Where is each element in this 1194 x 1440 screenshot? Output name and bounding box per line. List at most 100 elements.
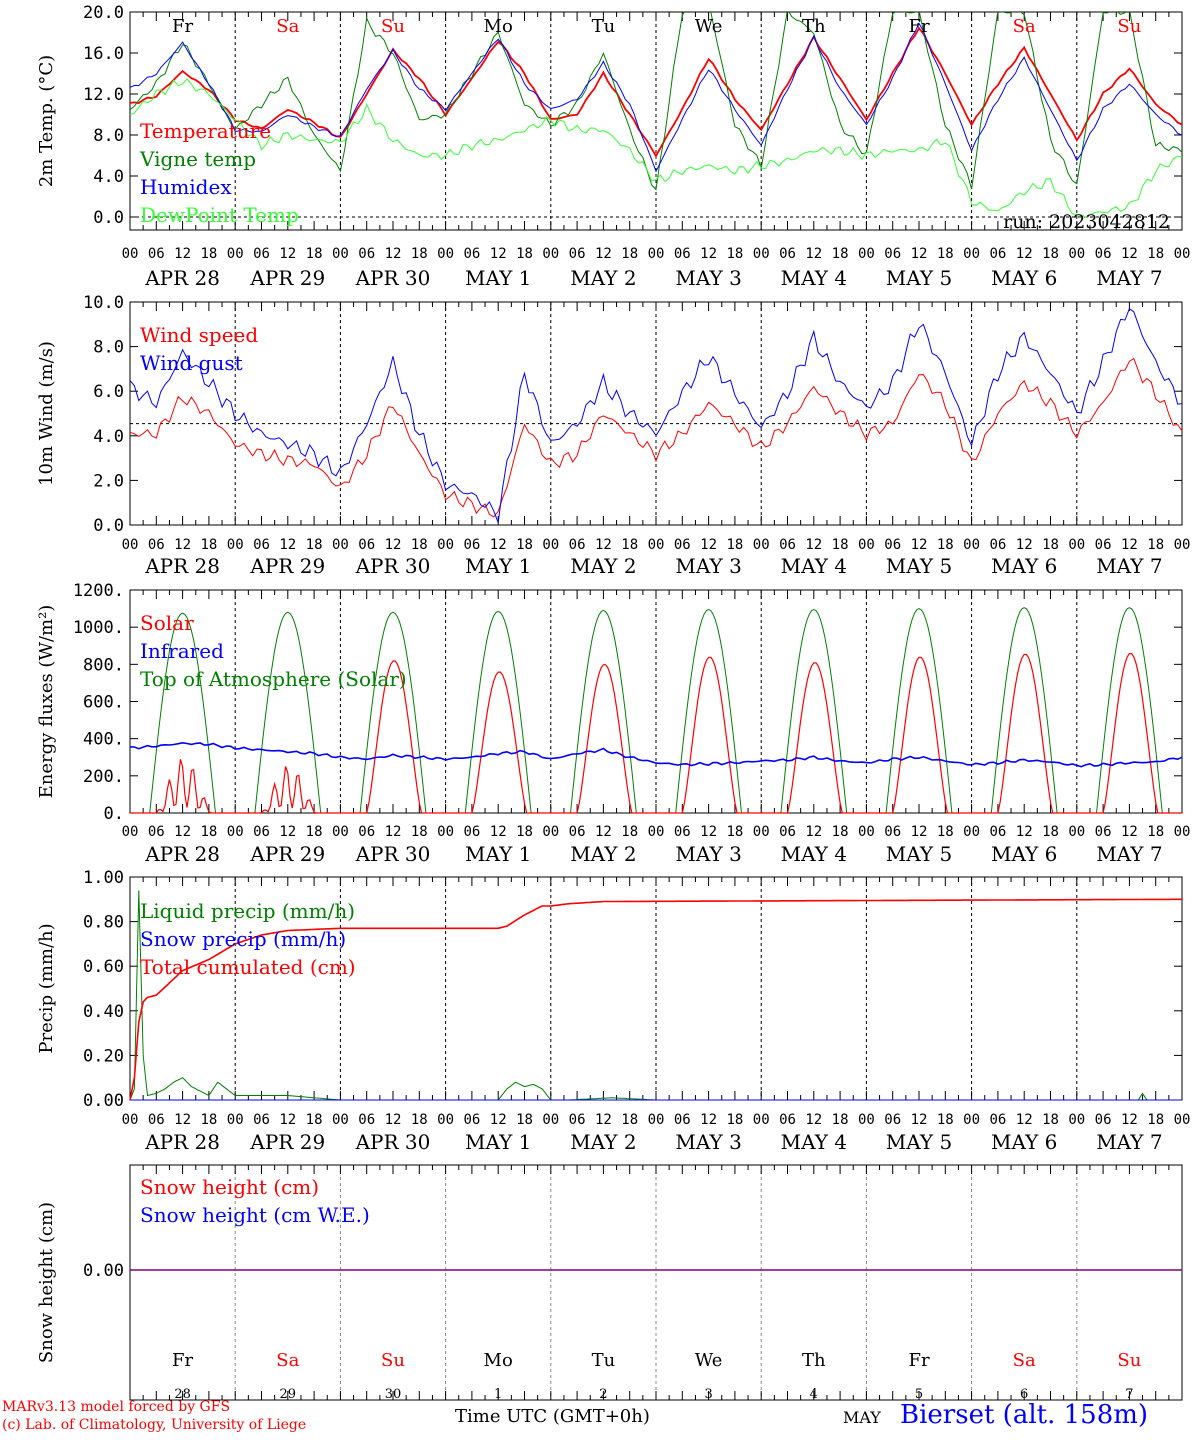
hour-tick-label: 06 bbox=[569, 1112, 586, 1128]
hour-tick-label: 00 bbox=[332, 246, 349, 262]
panel-1: 0.0 4.0 8.0 12.0 16.0 20.0 2m Temp. (°C) Temper… bbox=[36, 3, 1190, 290]
hour-tick-label: 00 bbox=[1068, 246, 1085, 262]
legend-entry: Snow height (cm W.E.) bbox=[140, 1203, 370, 1227]
hour-tick-label: 12 bbox=[174, 1112, 191, 1128]
legend-entry: Snow height (cm) bbox=[140, 1175, 319, 1199]
hour-tick-label: 06 bbox=[148, 1112, 165, 1128]
hour-tick-label: 00 bbox=[122, 246, 139, 262]
date-label: MAY 6 bbox=[991, 266, 1057, 290]
date-label: APR 30 bbox=[355, 554, 431, 578]
hour-tick-label: 06 bbox=[253, 1112, 270, 1128]
hour-tick-label: 00 bbox=[437, 246, 454, 262]
hour-tick-label: 06 bbox=[148, 824, 165, 840]
hour-tick-label: 18 bbox=[1042, 824, 1059, 840]
hour-tick-label: 00 bbox=[1174, 1112, 1191, 1128]
hour-tick-label: 06 bbox=[989, 824, 1006, 840]
date-label: MAY 1 bbox=[465, 842, 531, 866]
date-label: MAY 4 bbox=[781, 842, 847, 866]
day-number-label: 29 bbox=[280, 1387, 297, 1402]
hour-tick-label: 00 bbox=[227, 1112, 244, 1128]
hour-tick-label: 12 bbox=[595, 1112, 612, 1128]
date-label: APR 29 bbox=[249, 1130, 325, 1154]
hour-tick-label: 18 bbox=[621, 824, 638, 840]
day-name-label: Sa bbox=[276, 16, 299, 37]
y-tick-label: 10.0 bbox=[83, 293, 124, 313]
hour-tick-label: 12 bbox=[595, 824, 612, 840]
hour-tick-label: 18 bbox=[516, 1112, 533, 1128]
hour-tick-label: 18 bbox=[1147, 824, 1164, 840]
date-label: MAY 5 bbox=[886, 554, 952, 578]
y-axis-label: Precip (mm/h) bbox=[36, 923, 57, 1053]
hour-tick-label: 18 bbox=[832, 824, 849, 840]
hour-tick-label: 00 bbox=[858, 246, 875, 262]
y-tick-label: 0. bbox=[104, 804, 124, 824]
hour-tick-label: 12 bbox=[1016, 246, 1033, 262]
hour-tick-label: 12 bbox=[911, 1112, 928, 1128]
date-label: MAY 5 bbox=[886, 1130, 952, 1154]
y-axis-label: 10m Wind (m/s) bbox=[36, 341, 57, 486]
panel-3: 0. 200. 400. 600. 800. 1000. 1200. Energy fluxe… bbox=[36, 581, 1190, 866]
hour-tick-label: 06 bbox=[463, 537, 480, 553]
date-label: MAY 7 bbox=[1096, 266, 1162, 290]
run-annotation: run: 2023042812 bbox=[1003, 211, 1170, 233]
legend-entry: Humidex bbox=[140, 175, 232, 199]
day-number-label: 5 bbox=[915, 1387, 923, 1402]
y-tick-label: 800. bbox=[83, 655, 124, 675]
hour-tick-label: 06 bbox=[674, 1112, 691, 1128]
hour-tick-label: 18 bbox=[726, 1112, 743, 1128]
hour-tick-label: 12 bbox=[595, 537, 612, 553]
hour-tick-label: 06 bbox=[989, 246, 1006, 262]
hour-tick-label: 00 bbox=[1174, 824, 1191, 840]
hour-tick-label: 12 bbox=[911, 537, 928, 553]
date-label: MAY 2 bbox=[570, 266, 636, 290]
hour-tick-label: 18 bbox=[832, 537, 849, 553]
day-number-label: 1 bbox=[494, 1387, 502, 1402]
hour-tick-label: 06 bbox=[253, 246, 270, 262]
date-label: MAY 5 bbox=[886, 842, 952, 866]
hour-tick-label: 18 bbox=[516, 246, 533, 262]
hour-tick-label: 06 bbox=[463, 246, 480, 262]
y-tick-label: 0.00 bbox=[83, 1091, 124, 1111]
hour-tick-label: 00 bbox=[1174, 537, 1191, 553]
y-tick-label: 400. bbox=[83, 730, 124, 750]
hour-tick-label: 18 bbox=[832, 246, 849, 262]
series-red-line bbox=[129, 357, 1183, 518]
day-name-label: Su bbox=[381, 16, 405, 37]
date-label: APR 29 bbox=[249, 266, 325, 290]
hour-tick-label: 18 bbox=[937, 1112, 954, 1128]
day-name-label: Fr bbox=[172, 16, 193, 37]
hour-tick-label: 18 bbox=[1147, 1112, 1164, 1128]
hour-tick-label: 00 bbox=[542, 246, 559, 262]
hour-tick-label: 00 bbox=[437, 537, 454, 553]
hour-tick-label: 18 bbox=[621, 537, 638, 553]
hour-tick-label: 06 bbox=[1095, 537, 1112, 553]
day-name-label: Sa bbox=[1013, 1350, 1036, 1371]
infrared-line bbox=[129, 741, 1183, 768]
hour-tick-label: 12 bbox=[805, 1112, 822, 1128]
hour-tick-label: 00 bbox=[648, 537, 665, 553]
legend-entry: Wind gust bbox=[140, 351, 243, 375]
day-name-label: We bbox=[695, 1350, 723, 1371]
legend-entry: Infrared bbox=[140, 639, 224, 663]
hour-tick-label: 18 bbox=[516, 824, 533, 840]
hour-tick-label: 18 bbox=[411, 1112, 428, 1128]
y-tick-label: 12.0 bbox=[83, 85, 124, 105]
hour-tick-label: 00 bbox=[858, 537, 875, 553]
hour-tick-label: 00 bbox=[963, 246, 980, 262]
date-label: APR 29 bbox=[249, 554, 325, 578]
hour-tick-label: 06 bbox=[569, 824, 586, 840]
hour-tick-label: 06 bbox=[148, 246, 165, 262]
hour-tick-label: 18 bbox=[306, 246, 323, 262]
date-label: MAY 2 bbox=[570, 842, 636, 866]
hour-tick-label: 12 bbox=[490, 1112, 507, 1128]
hour-tick-label: 12 bbox=[490, 246, 507, 262]
date-label: MAY 3 bbox=[675, 1130, 741, 1154]
hour-tick-label: 00 bbox=[858, 824, 875, 840]
hour-tick-label: 12 bbox=[174, 824, 191, 840]
legend-entry: Vigne temp bbox=[139, 147, 256, 171]
date-label: APR 30 bbox=[355, 842, 431, 866]
hour-tick-label: 12 bbox=[700, 824, 717, 840]
hour-tick-label: 00 bbox=[1068, 824, 1085, 840]
hour-tick-label: 12 bbox=[385, 246, 402, 262]
legend-entry: Liquid precip (mm/h) bbox=[140, 899, 355, 923]
